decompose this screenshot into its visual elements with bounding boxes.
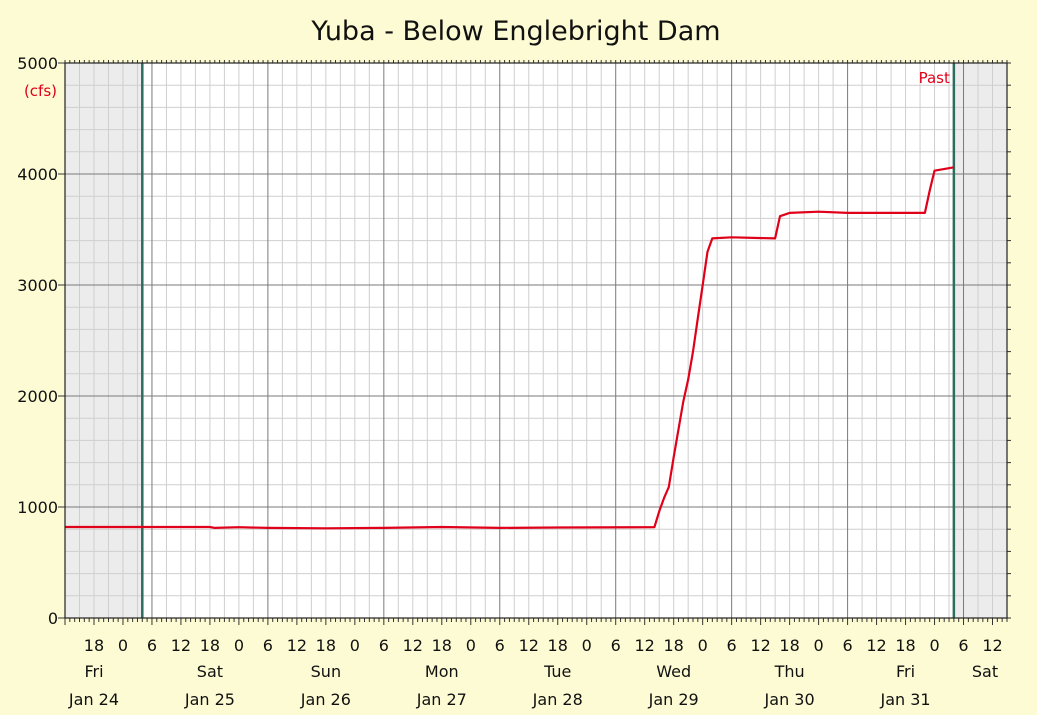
x-tick-label-hour: 18 <box>779 636 799 655</box>
shaded-region-right <box>953 63 1007 618</box>
x-tick-label-date: Jan 25 <box>184 690 235 709</box>
chart-title: Yuba - Below Englebright Dam <box>310 16 720 47</box>
x-tick-label-hour: 12 <box>866 636 886 655</box>
x-tick-label-hour: 0 <box>814 636 824 655</box>
x-tick-label-hour: 6 <box>379 636 389 655</box>
y-axis-unit-label: (cfs) <box>24 82 57 100</box>
x-tick-label-weekday: Fri <box>84 662 103 681</box>
plot-background <box>65 63 1007 618</box>
y-tick-label: 1000 <box>17 498 58 517</box>
x-tick-label-hour: 18 <box>200 636 220 655</box>
x-tick-label-date: Jan 31 <box>879 690 930 709</box>
x-tick-label-hour: 12 <box>287 636 307 655</box>
x-tick-label-hour: 6 <box>958 636 968 655</box>
y-tick-label: 5000 <box>17 54 58 73</box>
x-tick-label-hour: 0 <box>466 636 476 655</box>
x-tick-label-date: Jan 24 <box>68 690 119 709</box>
x-tick-label-hour: 0 <box>350 636 360 655</box>
x-tick-label-date: Jan 30 <box>764 690 815 709</box>
period-marker-label: Past <box>919 69 950 87</box>
x-tick-label-hour: 12 <box>750 636 770 655</box>
x-tick-label-weekday: Sat <box>197 662 223 681</box>
x-tick-label-weekday: Sat <box>972 662 998 681</box>
x-tick-label-weekday: Fri <box>896 662 915 681</box>
x-tick-label-weekday: Wed <box>656 662 691 681</box>
x-tick-label-hour: 12 <box>982 636 1002 655</box>
x-tick-label-date: Jan 29 <box>648 690 699 709</box>
x-tick-label-hour: 0 <box>698 636 708 655</box>
x-tick-label-hour: 18 <box>84 636 104 655</box>
x-tick-label-hour: 0 <box>234 636 244 655</box>
x-tick-label-hour: 6 <box>263 636 273 655</box>
y-tick-label: 4000 <box>17 165 58 184</box>
x-tick-label-weekday: Sun <box>311 662 341 681</box>
x-tick-label-hour: 18 <box>895 636 915 655</box>
x-tick-label-hour: 0 <box>118 636 128 655</box>
x-tick-label-hour: 6 <box>495 636 505 655</box>
x-tick-label-hour: 6 <box>611 636 621 655</box>
y-tick-label: 2000 <box>17 387 58 406</box>
plot-frame <box>64 62 1008 619</box>
x-tick-label-date: Jan 27 <box>416 690 467 709</box>
x-tick-label-hour: 18 <box>663 636 683 655</box>
y-tick-label: 0 <box>48 609 58 628</box>
x-tick-label-weekday: Mon <box>425 662 459 681</box>
x-tick-label-hour: 6 <box>727 636 737 655</box>
x-tick-label-hour: 12 <box>635 636 655 655</box>
x-tick-label-hour: 12 <box>171 636 191 655</box>
x-tick-label-hour: 18 <box>432 636 452 655</box>
x-tick-label-hour: 6 <box>842 636 852 655</box>
x-tick-label-hour: 0 <box>929 636 939 655</box>
x-tick-label-hour: 0 <box>582 636 592 655</box>
x-tick-label-hour: 18 <box>548 636 568 655</box>
x-tick-label-hour: 6 <box>147 636 157 655</box>
x-tick-label-hour: 18 <box>316 636 336 655</box>
x-tick-label-hour: 12 <box>403 636 423 655</box>
series-line-flow <box>65 166 955 530</box>
x-tick-label-weekday: Tue <box>543 662 571 681</box>
x-tick-label-hour: 12 <box>519 636 539 655</box>
x-tick-label-date: Jan 26 <box>300 690 351 709</box>
x-tick-label-date: Jan 28 <box>532 690 583 709</box>
shaded-region-left <box>65 63 143 618</box>
y-tick-label: 3000 <box>17 276 58 295</box>
x-tick-label-weekday: Thu <box>774 662 805 681</box>
